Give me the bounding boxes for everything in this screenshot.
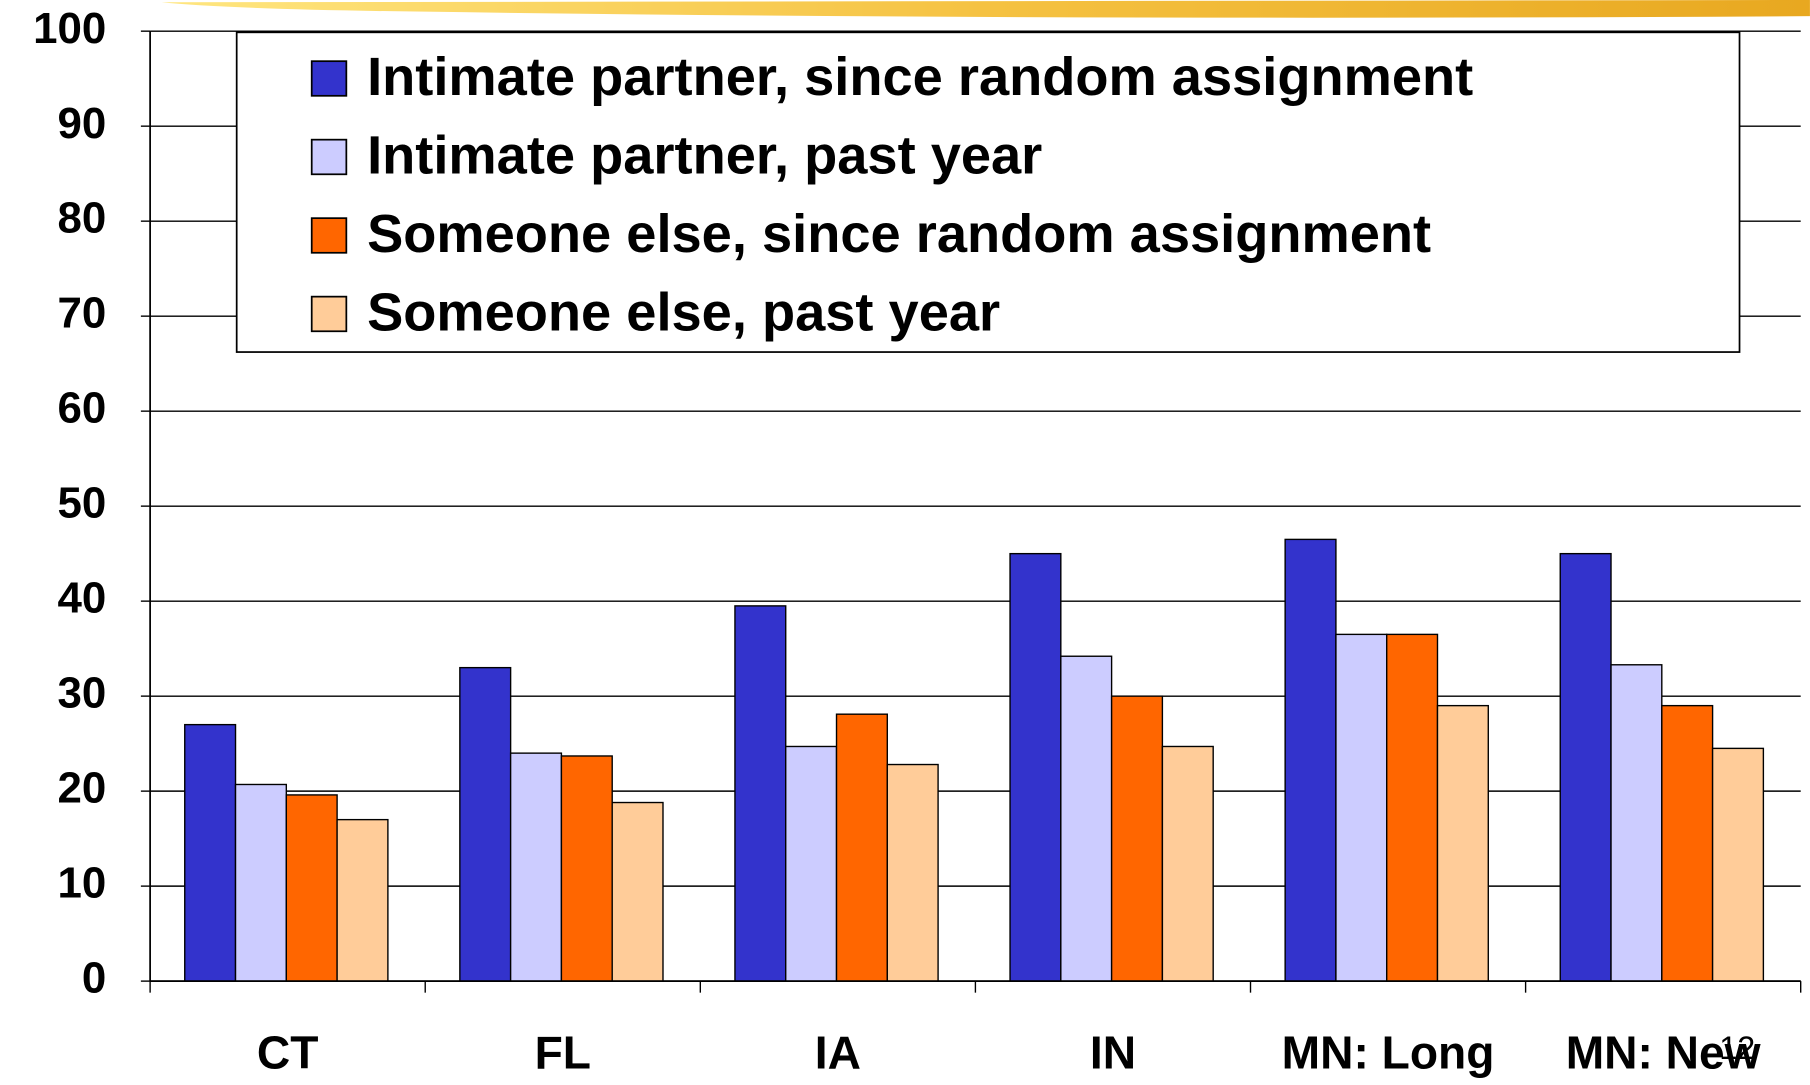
bar [1437,706,1488,981]
y-tick-label: 80 [57,194,106,243]
legend-swatch [312,297,347,332]
bar [1010,554,1061,981]
bar [786,746,837,981]
legend-label: Intimate partner, past year [367,126,1042,186]
x-tick-label: IN [1090,1026,1136,1078]
bar [1387,634,1438,981]
bar [511,753,562,981]
legend-label: Someone else, since random assignment [367,204,1431,264]
bar [286,795,337,981]
y-tick-label: 40 [57,574,106,623]
legend-swatch [312,218,347,253]
bar [1112,696,1163,981]
y-tick-label: 0 [82,954,106,1003]
bar [1560,554,1611,981]
bars [185,539,1764,981]
bar [612,803,663,982]
bar [460,668,511,981]
y-tick-label: 20 [57,764,106,813]
bar [236,784,287,981]
y-tick-label: 90 [57,99,106,148]
legend: Intimate partner, since random assignmen… [237,32,1740,352]
bar [1662,706,1713,981]
x-tick-label: FL [535,1026,591,1078]
x-tick-label: IA [815,1026,861,1078]
bar [185,725,236,981]
y-tick-label: 100 [33,4,106,53]
bar [561,756,612,981]
chart: 0102030405060708090100CTFLIAINMN: LongMN… [0,0,1810,1085]
legend-label: Someone else, past year [367,283,1000,343]
legend-swatch [312,140,347,175]
y-tick-label: 50 [57,479,106,528]
page: {"chart_data": {"type": "bar", "categori… [0,0,1810,1085]
bar [337,820,388,981]
bar [887,765,938,982]
x-tick-label: MN: Long [1282,1026,1495,1078]
bar [1285,539,1336,981]
y-tick-label: 70 [57,289,106,338]
x-tick-label: CT [257,1026,319,1078]
y-tick-label: 30 [57,669,106,718]
bar [1336,634,1387,981]
y-tick-label: 10 [57,859,106,908]
slide-number: 12 [1719,1030,1755,1066]
legend-swatch [312,61,347,96]
bar [837,714,888,981]
bar [1061,656,1112,981]
bar [1611,665,1662,981]
bar [735,606,786,981]
legend-label: Intimate partner, since random assignmen… [367,47,1473,107]
y-tick-label: 60 [57,384,106,433]
decoration [162,0,1810,18]
bar [1162,746,1213,981]
bar [1713,748,1764,981]
